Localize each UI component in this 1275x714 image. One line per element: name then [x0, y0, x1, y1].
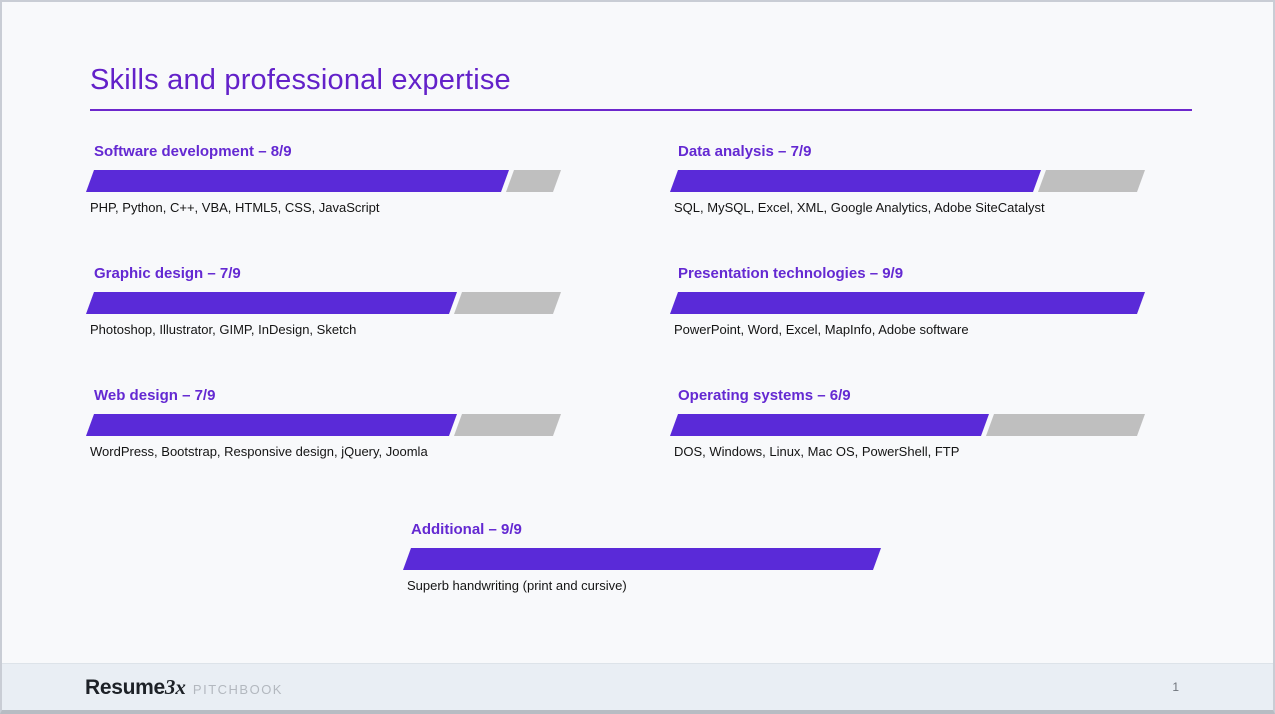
skill-block-presentation-technologies: Presentation technologies – 9/9 PowerPoi… — [669, 265, 1146, 337]
skill-heading: Additional – 9/9 — [411, 521, 522, 538]
skill-bar-fill — [669, 414, 990, 436]
skill-bar-remainder — [506, 170, 562, 192]
skill-details: SQL, MySQL, Excel, XML, Google Analytics… — [674, 200, 1045, 215]
skill-progress-bar — [85, 414, 562, 436]
skill-progress-bar — [669, 414, 1146, 436]
skill-progress-bar — [85, 170, 562, 192]
skill-bar-fill — [85, 170, 510, 192]
skill-progress-bar — [85, 292, 562, 314]
brand-name: Resume — [85, 675, 165, 699]
skill-bar-fill — [669, 292, 1146, 314]
skill-block-data-analysis: Data analysis – 7/9 SQL, MySQL, Excel, X… — [669, 143, 1146, 215]
skill-bar-fill — [85, 414, 458, 436]
skill-progress-bar — [669, 170, 1146, 192]
skill-details: Photoshop, Illustrator, GIMP, InDesign, … — [90, 322, 357, 337]
skill-block-web-design: Web design – 7/9 WordPress, Bootstrap, R… — [85, 387, 562, 459]
skill-block-graphic-design: Graphic design – 7/9 Photoshop, Illustra… — [85, 265, 562, 337]
skill-details: WordPress, Bootstrap, Responsive design,… — [90, 444, 428, 459]
skill-heading: Operating systems – 6/9 — [678, 387, 851, 404]
page-number: 1 — [1172, 680, 1179, 694]
brand-logo: Resume 3x PITCHBOOK — [85, 675, 283, 700]
slide-footer: Resume 3x PITCHBOOK 1 — [2, 663, 1273, 710]
skill-details: PowerPoint, Word, Excel, MapInfo, Adobe … — [674, 322, 969, 337]
skill-bar-remainder — [454, 292, 562, 314]
skill-bar-fill — [85, 292, 458, 314]
skill-bar-fill — [402, 548, 882, 570]
brand-suffix: 3x — [164, 674, 186, 699]
skill-block-additional: Additional – 9/9 Superb handwriting (pri… — [402, 521, 882, 593]
skill-heading: Presentation technologies – 9/9 — [678, 265, 904, 282]
skill-heading: Graphic design – 7/9 — [94, 265, 241, 282]
skill-bar-remainder — [454, 414, 562, 436]
page-title: Skills and professional expertise — [90, 64, 511, 96]
skill-bar-remainder — [1038, 170, 1146, 192]
skill-heading: Data analysis – 7/9 — [678, 143, 812, 160]
brand-tagline: PITCHBOOK — [192, 681, 283, 697]
title-underline — [90, 109, 1192, 111]
skill-block-software-development: Software development – 8/9 PHP, Python, … — [85, 143, 562, 215]
skill-progress-bar — [669, 292, 1146, 314]
skill-details: PHP, Python, C++, VBA, HTML5, CSS, JavaS… — [90, 200, 380, 215]
skill-bar-remainder — [986, 414, 1146, 436]
skill-details: Superb handwriting (print and cursive) — [407, 578, 627, 593]
skill-heading: Software development – 8/9 — [94, 143, 292, 160]
skill-heading: Web design – 7/9 — [94, 387, 216, 404]
skill-block-operating-systems: Operating systems – 6/9 DOS, Windows, Li… — [669, 387, 1146, 459]
skill-details: DOS, Windows, Linux, Mac OS, PowerShell,… — [674, 444, 960, 459]
skill-progress-bar — [402, 548, 882, 570]
skill-bar-fill — [669, 170, 1042, 192]
